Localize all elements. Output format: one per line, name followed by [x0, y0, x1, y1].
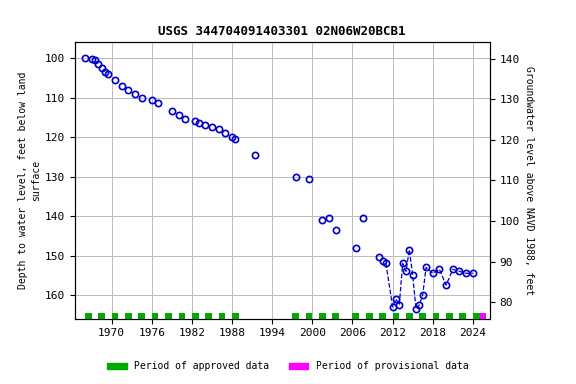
- Bar: [98, 313, 105, 319]
- Bar: [219, 313, 225, 319]
- Bar: [232, 313, 239, 319]
- Bar: [138, 313, 145, 319]
- Bar: [292, 313, 299, 319]
- Y-axis label: Groundwater level above NAVD 1988, feet: Groundwater level above NAVD 1988, feet: [524, 66, 534, 295]
- Bar: [379, 313, 386, 319]
- Title: USGS 344704091403301 02N06W20BCB1: USGS 344704091403301 02N06W20BCB1: [158, 25, 406, 38]
- Bar: [112, 313, 118, 319]
- Bar: [319, 313, 325, 319]
- Bar: [165, 313, 172, 319]
- Bar: [353, 313, 359, 319]
- Bar: [179, 313, 185, 319]
- Bar: [85, 313, 92, 319]
- Legend: Period of approved data, Period of provisional data: Period of approved data, Period of provi…: [103, 358, 473, 375]
- Bar: [366, 313, 373, 319]
- Bar: [419, 313, 426, 319]
- Bar: [125, 313, 132, 319]
- Bar: [406, 313, 412, 319]
- Bar: [152, 313, 158, 319]
- Bar: [480, 313, 486, 319]
- Bar: [205, 313, 212, 319]
- Bar: [473, 313, 480, 319]
- Bar: [393, 313, 399, 319]
- Y-axis label: Depth to water level, feet below land
surface: Depth to water level, feet below land su…: [18, 72, 41, 289]
- Bar: [306, 313, 312, 319]
- Bar: [446, 313, 453, 319]
- Bar: [332, 313, 339, 319]
- Bar: [460, 313, 466, 319]
- Bar: [192, 313, 199, 319]
- Bar: [433, 313, 439, 319]
